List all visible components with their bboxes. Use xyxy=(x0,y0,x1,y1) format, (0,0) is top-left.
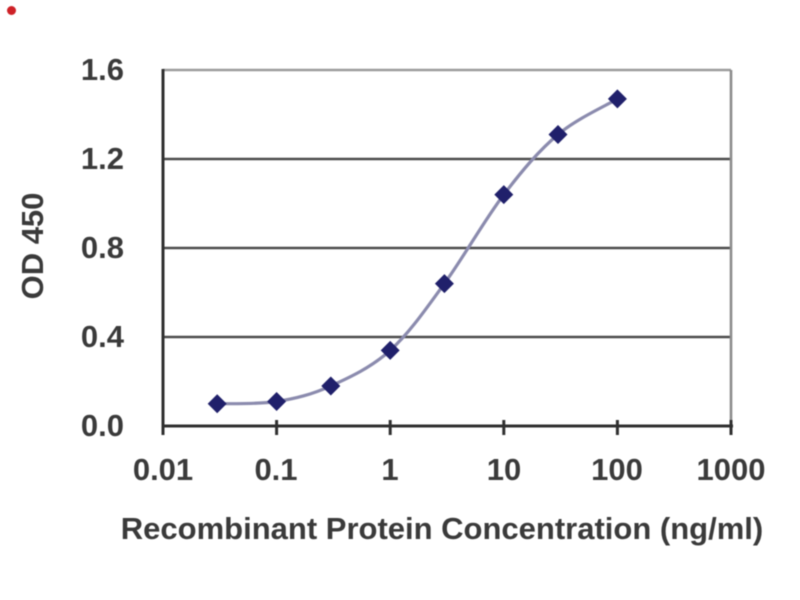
x-tick-label-100: 100 xyxy=(591,452,643,487)
data-point-marker-3 xyxy=(434,274,454,294)
x-tick-label-0-01: 0.01 xyxy=(132,452,194,487)
data-point-marker-0.3 xyxy=(321,376,341,396)
x-axis-title: Recombinant Protein Concentration (ng/ml… xyxy=(120,511,764,546)
y-tick-label-0-8: 0.8 xyxy=(80,230,124,265)
y-tick-label-0-0: 0.0 xyxy=(80,408,124,443)
x-tick-label-0-1: 0.1 xyxy=(254,452,298,487)
y-tick-label-0-4: 0.4 xyxy=(80,319,124,354)
x-tick-label-1000: 1000 xyxy=(696,452,766,487)
data-point-marker-0.1 xyxy=(267,392,287,412)
data-point-marker-100 xyxy=(607,89,627,109)
data-point-marker-30 xyxy=(548,125,568,145)
y-tick-label-1-6: 1.6 xyxy=(80,52,124,87)
x-tick-label-1: 1 xyxy=(381,452,399,487)
x-tick-label-10: 10 xyxy=(486,452,522,487)
data-point-marker-0.03 xyxy=(207,394,227,414)
data-point-marker-10 xyxy=(494,185,514,205)
red-dot-watermark xyxy=(7,6,16,15)
data-point-marker-1 xyxy=(380,340,400,360)
data-curve xyxy=(217,97,619,406)
y-tick-label-1-2: 1.2 xyxy=(80,141,124,176)
